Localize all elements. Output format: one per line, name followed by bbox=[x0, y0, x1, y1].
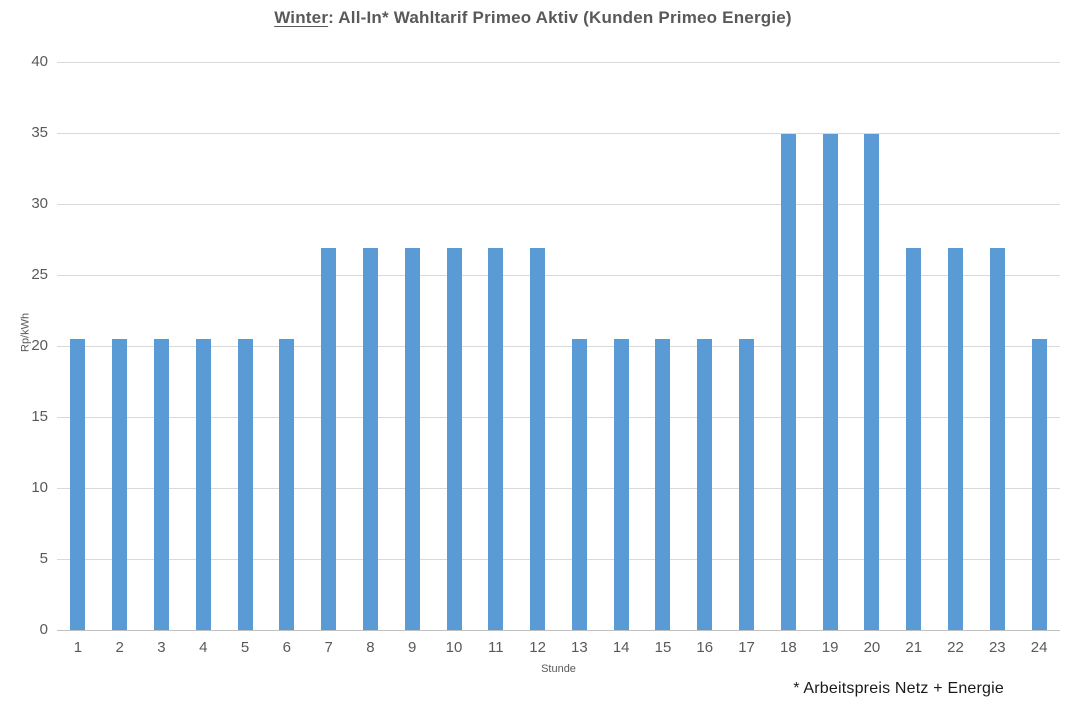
y-tick-label-20: 20 bbox=[31, 337, 48, 354]
y-tick-label-40: 40 bbox=[31, 53, 48, 70]
y-tick-label-5: 5 bbox=[39, 550, 48, 567]
chart-title-rest: : All-In* Wahltarif Primeo Aktiv (Kunden… bbox=[328, 8, 792, 27]
gridline-5 bbox=[57, 559, 1060, 560]
x-tick-label-3: 3 bbox=[157, 639, 166, 656]
bar-hour-4 bbox=[195, 338, 211, 630]
x-tick-label-12: 12 bbox=[529, 639, 546, 656]
bar-hour-19 bbox=[822, 134, 838, 630]
x-axis-title: Stunde bbox=[541, 663, 576, 675]
gridline-20 bbox=[57, 346, 1060, 347]
bar-hour-10 bbox=[446, 248, 462, 630]
x-tick-label-11: 11 bbox=[488, 639, 504, 656]
gridline-25 bbox=[57, 275, 1060, 276]
chart-title: Winter: All-In* Wahltarif Primeo Aktiv (… bbox=[0, 8, 1066, 28]
x-tick-label-21: 21 bbox=[905, 639, 923, 656]
bar-hour-2 bbox=[112, 338, 128, 630]
x-tick-label-4: 4 bbox=[199, 639, 208, 656]
bar-hour-11 bbox=[488, 248, 504, 630]
x-tick-label-17: 17 bbox=[738, 639, 755, 656]
x-tick-label-19: 19 bbox=[821, 639, 839, 656]
bar-hour-24 bbox=[1031, 338, 1047, 630]
bar-hour-12 bbox=[530, 248, 546, 630]
bar-hour-23 bbox=[989, 248, 1005, 630]
bar-hour-20 bbox=[864, 134, 880, 630]
x-tick-label-20: 20 bbox=[863, 639, 881, 656]
x-tick-label-8: 8 bbox=[366, 639, 375, 656]
y-tick-label-25: 25 bbox=[31, 266, 48, 283]
x-tick-label-7: 7 bbox=[324, 639, 333, 656]
x-tick-label-15: 15 bbox=[654, 639, 672, 656]
x-tick-label-23: 23 bbox=[988, 639, 1006, 656]
x-tick-label-13: 13 bbox=[571, 639, 588, 656]
plot-area bbox=[57, 62, 1060, 631]
bar-hour-8 bbox=[362, 248, 378, 630]
bar-hour-1 bbox=[70, 338, 86, 630]
bar-hour-13 bbox=[571, 338, 587, 630]
bar-hour-3 bbox=[153, 338, 169, 630]
y-tick-label-10: 10 bbox=[31, 479, 48, 496]
y-tick-label-35: 35 bbox=[31, 124, 48, 141]
x-tick-label-18: 18 bbox=[780, 639, 797, 656]
x-tick-label-10: 10 bbox=[445, 639, 463, 656]
x-tick-label-22: 22 bbox=[947, 639, 964, 656]
bar-hour-16 bbox=[697, 338, 713, 630]
y-tick-label-15: 15 bbox=[31, 408, 48, 425]
x-tick-label-6: 6 bbox=[282, 639, 292, 656]
bar-hour-6 bbox=[279, 338, 295, 630]
gridline-30 bbox=[57, 204, 1060, 205]
x-tick-label-1: 1 bbox=[73, 639, 83, 656]
x-tick-label-2: 2 bbox=[115, 639, 124, 656]
bar-hour-7 bbox=[321, 248, 337, 630]
y-tick-label-30: 30 bbox=[31, 195, 48, 212]
footnote: * Arbeitspreis Netz + Energie bbox=[793, 680, 1004, 697]
gridline-35 bbox=[57, 133, 1060, 134]
bar-hour-17 bbox=[739, 338, 755, 630]
x-axis-line bbox=[57, 630, 1060, 631]
x-tick-label-9: 9 bbox=[408, 639, 417, 656]
x-tick-label-16: 16 bbox=[696, 639, 714, 656]
bar-hour-9 bbox=[404, 248, 420, 630]
x-tick-label-5: 5 bbox=[240, 639, 250, 656]
y-tick-label-0: 0 bbox=[39, 621, 48, 638]
bar-hour-5 bbox=[237, 338, 253, 630]
bar-hour-18 bbox=[780, 134, 796, 630]
bar-hour-14 bbox=[613, 338, 629, 630]
gridline-40 bbox=[57, 62, 1060, 63]
chart-title-season: Winter bbox=[274, 8, 329, 27]
gridline-10 bbox=[57, 488, 1060, 489]
x-tick-label-24: 24 bbox=[1030, 639, 1048, 656]
bar-hour-22 bbox=[948, 248, 964, 630]
bar-hour-21 bbox=[906, 248, 922, 630]
x-tick-label-14: 14 bbox=[612, 639, 630, 656]
gridline-15 bbox=[57, 417, 1060, 418]
bar-hour-15 bbox=[655, 338, 671, 630]
